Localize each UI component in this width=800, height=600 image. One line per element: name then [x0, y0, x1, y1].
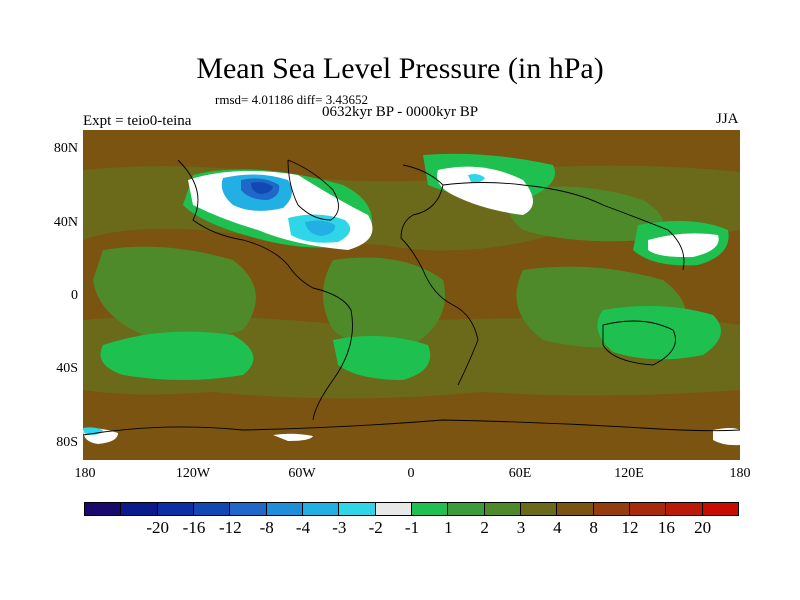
pressure-map: [83, 130, 740, 460]
colorbar-label: -2: [368, 518, 383, 537]
colorbar-label: 16: [657, 518, 675, 537]
colorbar-swatch: [701, 502, 739, 516]
lon-tick-0: 0: [407, 466, 415, 481]
colorbar-swatch: [374, 502, 412, 516]
lon-tick-60e: 60E: [508, 466, 532, 481]
colorbar-label: -3: [332, 518, 347, 537]
coastlines: [83, 159, 740, 436]
lat-tick-40n: 40N: [53, 215, 78, 230]
colorbar-swatch: [265, 502, 303, 516]
colorbar-swatch: [410, 502, 449, 516]
colorbar-swatch: [84, 502, 122, 516]
colorbar-label: 20: [694, 518, 712, 537]
colorbar-swatch: [592, 502, 630, 516]
colorbar-swatch: [519, 502, 558, 516]
colorbar-label: 4: [553, 518, 562, 537]
colorbar-label: -4: [295, 518, 311, 537]
colorbar-label: 1: [444, 518, 453, 537]
field-blue-atlantic: [305, 220, 336, 236]
field-darkgreen-atlantic: [323, 257, 445, 348]
field-green-south-atlantic: [333, 336, 431, 380]
lon-tick-180w: 180: [74, 466, 96, 481]
colorbar-swatch: [338, 502, 376, 516]
lon-tick-120w: 120W: [175, 466, 211, 481]
field-white-south-east: [713, 428, 740, 446]
season-label: JJA: [716, 111, 739, 127]
experiment-label: Expt = teio0-teina: [83, 113, 192, 129]
lat-tick-0: 0: [71, 288, 78, 303]
colorbar-label: -16: [182, 518, 206, 537]
lon-tick-120e: 120E: [614, 466, 644, 481]
lon-tick-180e: 180: [729, 466, 751, 481]
colorbar: [84, 502, 739, 516]
colorbar-swatch: [483, 502, 521, 516]
colorbar-swatch: [628, 502, 667, 516]
colorbar-label: -12: [218, 518, 242, 537]
colorbar-swatch: [229, 502, 267, 516]
colorbar-label: 3: [516, 518, 526, 537]
colorbar-swatch: [192, 502, 231, 516]
field-cyan-eurasia: [468, 174, 485, 183]
map-title: Mean Sea Level Pressure (in hPa): [196, 52, 604, 85]
colorbar-label: 2: [480, 518, 489, 537]
field-green-south-pacific: [100, 331, 254, 380]
colorbar-label: -8: [259, 518, 274, 537]
colorbar-swatch: [156, 502, 194, 516]
field-white-eurasia: [437, 166, 533, 215]
lat-tick-80n: 80N: [53, 141, 78, 156]
field-green-australia: [597, 306, 721, 360]
colorbar-label: 8: [589, 518, 598, 537]
colorbar-label: -1: [404, 518, 420, 537]
colorbar-label: 12: [621, 518, 639, 537]
lat-tick-80s: 80S: [56, 435, 78, 450]
colorbar-label: -20: [146, 518, 169, 537]
colorbar-swatch: [556, 502, 594, 516]
colorbar-swatch: [447, 502, 485, 516]
field-darkblue-greenland: [251, 182, 273, 194]
lon-tick-60w: 60W: [288, 466, 316, 481]
colorbar-swatch: [120, 502, 158, 516]
colorbar-swatch: [301, 502, 340, 516]
lat-tick-40s: 40S: [56, 361, 78, 376]
field-white-west-pacific: [648, 233, 719, 258]
field-white-south-atlantic: [273, 433, 313, 441]
stats-label: rmsd= 4.01186 diff= 3.43652: [215, 92, 368, 107]
colorbar-swatch: [665, 502, 703, 516]
field-darkgreen-asia: [507, 186, 663, 242]
period-label: 0632kyr BP - 0000kyr BP: [322, 104, 479, 120]
field-darkgreen-pacific: [93, 246, 256, 339]
